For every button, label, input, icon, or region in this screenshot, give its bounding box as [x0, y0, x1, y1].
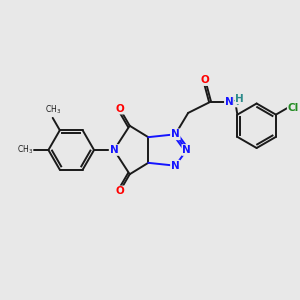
Text: N: N — [171, 161, 180, 171]
Text: Cl: Cl — [288, 103, 299, 112]
Text: N: N — [171, 129, 180, 139]
Text: N: N — [110, 145, 118, 155]
Text: O: O — [115, 186, 124, 197]
Text: N: N — [225, 97, 233, 106]
Text: H: H — [235, 94, 244, 104]
Text: CH$_3$: CH$_3$ — [16, 144, 33, 156]
Text: O: O — [201, 75, 210, 85]
Text: N: N — [182, 145, 191, 155]
Text: O: O — [115, 103, 124, 114]
Text: CH$_3$: CH$_3$ — [45, 104, 61, 116]
Text: H: H — [231, 97, 240, 106]
